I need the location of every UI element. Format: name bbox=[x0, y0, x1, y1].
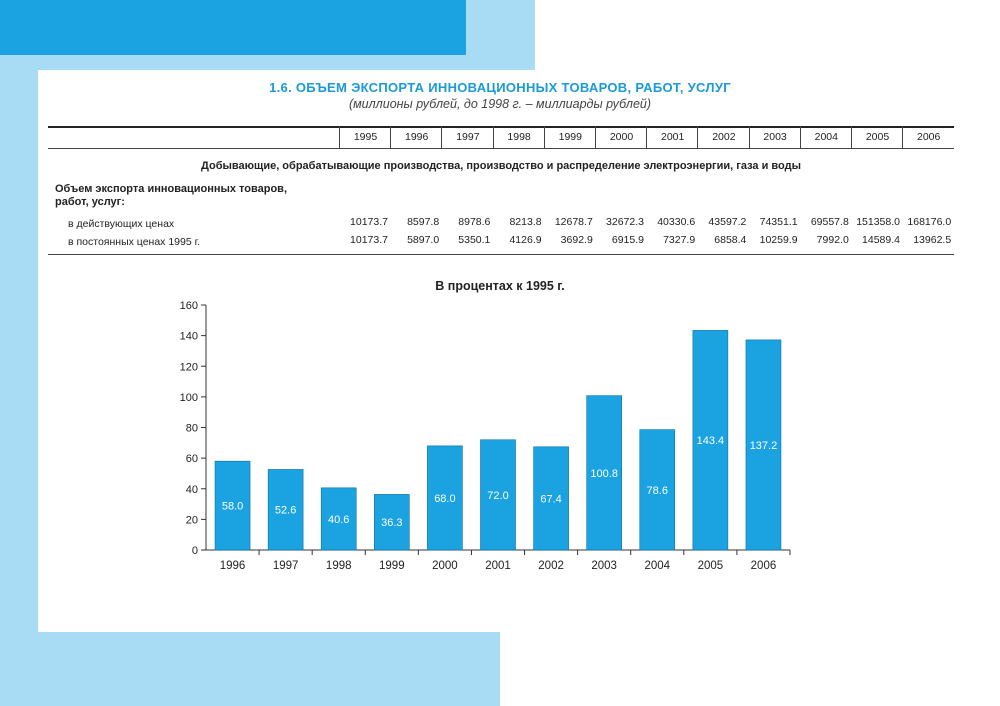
bar-value-label: 100.8 bbox=[590, 468, 618, 480]
x-tick-label: 1997 bbox=[273, 560, 299, 572]
y-tick-label: 40 bbox=[186, 484, 198, 496]
table-top-rule bbox=[48, 126, 954, 128]
table-cell: 10173.7 bbox=[350, 234, 388, 246]
content-card bbox=[38, 70, 1000, 632]
table-cell: 10259.9 bbox=[759, 234, 798, 246]
x-tick-label: 1999 bbox=[379, 560, 405, 572]
year-header-1996: 1996 bbox=[390, 126, 442, 148]
page-subtitle: (миллионы рублей, до 1998 г. – миллиарды… bbox=[348, 97, 652, 111]
table-cell: 14589.4 bbox=[862, 234, 900, 246]
year-header-1999: 1999 bbox=[543, 126, 596, 148]
table-cell: 8978.6 bbox=[458, 216, 491, 228]
x-tick-label: 2006 bbox=[751, 560, 777, 572]
year-header-2006: 2006 bbox=[902, 126, 954, 148]
table-cell: 10173.7 bbox=[350, 216, 388, 228]
table-cell: 8597.8 bbox=[407, 216, 440, 228]
y-tick-label: 160 bbox=[180, 300, 198, 312]
table-cell: 6915.9 bbox=[611, 234, 644, 246]
x-tick-label: 2003 bbox=[591, 560, 617, 572]
table-cell: 151358.0 bbox=[856, 216, 900, 228]
y-tick-label: 20 bbox=[186, 514, 198, 526]
bar-1997 bbox=[267, 469, 304, 551]
bar-1998 bbox=[320, 487, 357, 551]
chart-title: В процентах к 1995 г. bbox=[435, 279, 565, 293]
page-title: 1.6. ОБЪЕМ ЭКСПОРТА ИННОВАЦИОННЫХ ТОВАРО… bbox=[269, 80, 731, 95]
year-header-2000: 2000 bbox=[595, 126, 647, 148]
bar-2004 bbox=[639, 429, 676, 551]
table-cell: 69557.8 bbox=[810, 216, 849, 228]
decorative-bottom-band bbox=[0, 632, 500, 706]
year-header-1995: 1995 bbox=[339, 126, 391, 148]
year-header-2005: 2005 bbox=[851, 126, 903, 148]
row-group-label: Объем экспорта инновационных товаров, ра… bbox=[55, 183, 287, 208]
section-title: Добывающие, обрабатывающие производства,… bbox=[201, 160, 801, 172]
y-tick-label: 60 bbox=[186, 453, 198, 465]
bar-value-label: 40.6 bbox=[328, 514, 349, 526]
y-tick-label: 120 bbox=[180, 361, 198, 373]
table-cell: 3692.9 bbox=[560, 234, 593, 246]
year-header-2002: 2002 bbox=[697, 126, 749, 148]
x-tick-label: 1996 bbox=[220, 560, 246, 572]
x-tick-label: 2002 bbox=[538, 560, 564, 572]
table-cell: 13962.5 bbox=[913, 234, 952, 246]
bar-2003 bbox=[586, 395, 622, 551]
bar-2002 bbox=[533, 446, 569, 551]
x-tick-label: 2001 bbox=[485, 560, 511, 572]
bar-value-label: 67.4 bbox=[540, 493, 561, 505]
decorative-band-dark bbox=[0, 0, 466, 55]
table-cell: 4126.9 bbox=[509, 234, 542, 246]
bar-1996 bbox=[214, 460, 251, 551]
year-header-1998: 1998 bbox=[492, 126, 545, 148]
table-cell: 5897.0 bbox=[407, 234, 440, 246]
year-header-1997: 1997 bbox=[441, 126, 493, 148]
y-tick-label: 140 bbox=[180, 331, 198, 343]
year-header-2001: 2001 bbox=[646, 126, 698, 148]
x-tick-label: 1998 bbox=[326, 560, 352, 572]
year-header-2004: 2004 bbox=[799, 126, 852, 148]
bar-value-label: 52.6 bbox=[275, 505, 296, 517]
table-cell: 7992.0 bbox=[816, 234, 849, 246]
y-tick-label: 0 bbox=[192, 545, 198, 557]
table-bottom-rule bbox=[48, 254, 954, 255]
bar-value-label: 68.0 bbox=[434, 493, 455, 505]
row-label-constant-prices: в постоянных ценах 1995 г. bbox=[68, 236, 201, 248]
y-tick-label: 100 bbox=[180, 392, 198, 404]
table-cell: 74351.1 bbox=[759, 216, 798, 228]
header-rule bbox=[48, 148, 954, 149]
table-cell: 43597.2 bbox=[708, 216, 747, 228]
decorative-side-band bbox=[0, 55, 38, 706]
x-tick-label: 2005 bbox=[698, 560, 724, 572]
bar-2000 bbox=[427, 445, 463, 551]
table-cell: 32672.3 bbox=[606, 216, 644, 228]
x-tick-label: 2000 bbox=[432, 560, 458, 572]
table-cell: 8213.8 bbox=[509, 216, 542, 228]
table-cell: 12678.7 bbox=[554, 216, 593, 228]
table-cell: 5350.1 bbox=[458, 234, 491, 246]
table-cell: 6858.4 bbox=[714, 234, 747, 246]
bar-2001 bbox=[480, 439, 516, 551]
table-cell: 168176.0 bbox=[907, 216, 952, 228]
x-tick-label: 2004 bbox=[644, 560, 670, 572]
bar-2005 bbox=[692, 330, 729, 551]
table-cell: 40330.6 bbox=[657, 216, 696, 228]
y-tick-label: 80 bbox=[186, 423, 198, 435]
bar-value-label: 36.3 bbox=[381, 517, 402, 529]
bar-value-label: 72.0 bbox=[487, 490, 508, 502]
bar-1999 bbox=[374, 494, 410, 551]
row-label-current-prices: в действующих ценах bbox=[68, 218, 175, 230]
year-header-2003: 2003 bbox=[748, 126, 801, 148]
bar-2006 bbox=[745, 339, 782, 551]
bar-value-label: 137.2 bbox=[750, 440, 778, 452]
bar-value-label: 78.6 bbox=[647, 485, 668, 497]
bar-value-label: 143.4 bbox=[697, 435, 725, 447]
table-cell: 7327.9 bbox=[663, 234, 696, 246]
bar-value-label: 58.0 bbox=[222, 501, 243, 513]
